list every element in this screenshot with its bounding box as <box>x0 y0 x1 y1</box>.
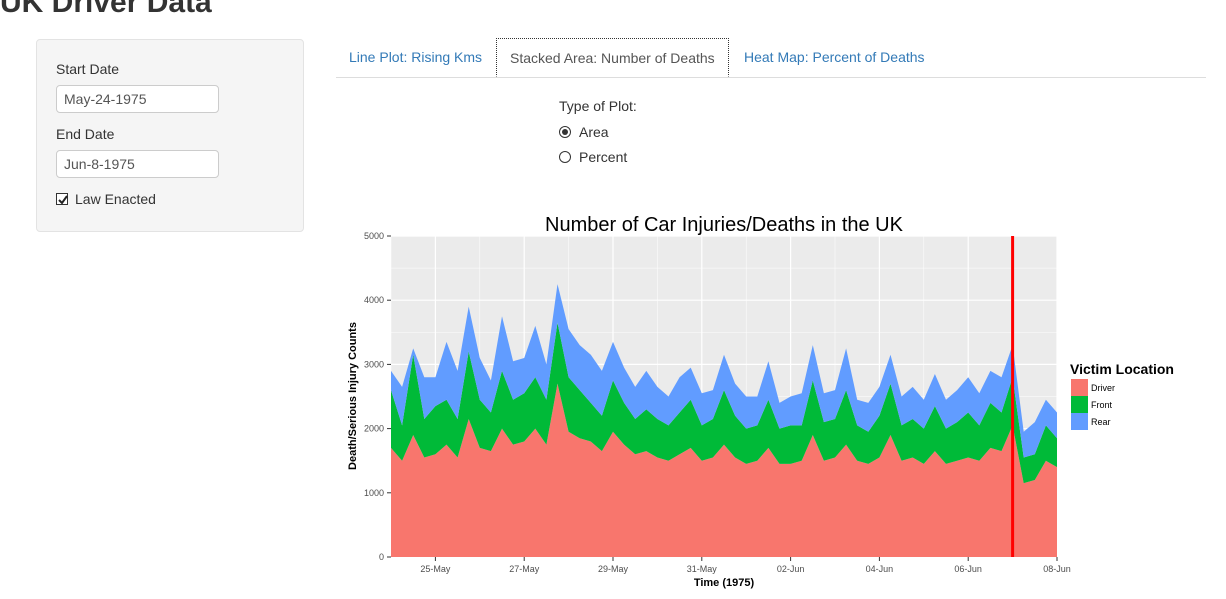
radio-percent-circle[interactable] <box>559 151 571 163</box>
legend-title: Victim Location <box>1070 361 1174 377</box>
area-rear <box>391 284 1057 458</box>
y-tick-label: 4000 <box>364 295 384 305</box>
x-tick-label: 04-Jun <box>866 564 894 574</box>
stacked-area-chart: Number of Car Injuries/Deaths in the UK … <box>336 208 1206 594</box>
app-title: UK Driver Data <box>0 0 212 19</box>
tab-bar: Line Plot: Rising Kms Stacked Area: Numb… <box>336 38 1206 78</box>
y-axis-label: Death/Serious Injury Counts <box>347 322 359 470</box>
radio-area-circle[interactable] <box>559 126 571 138</box>
y-tick-label: 5000 <box>364 231 384 241</box>
y-tick-label: 3000 <box>364 359 384 369</box>
radio-selected-dot <box>562 129 568 135</box>
chart-title: Number of Car Injuries/Deaths in the UK <box>545 214 904 236</box>
tab-line-plot[interactable]: Line Plot: Rising Kms <box>349 49 483 65</box>
radio-area-label: Area <box>579 124 609 140</box>
plot-type-label: Type of Plot: <box>559 98 637 114</box>
legend-swatch-rear <box>1071 413 1088 430</box>
tab-heat-map[interactable]: Heat Map: Percent of Deaths <box>744 49 925 65</box>
x-tick-label: 29-May <box>598 564 629 574</box>
area-front <box>391 322 1057 484</box>
chart-svg: Number of Car Injuries/Deaths in the UK … <box>347 214 1174 589</box>
legend-swatch-front <box>1071 396 1088 413</box>
x-axis: 25-May 27-May 29-May 31-May 02-Jun 04-Jun 06-J… <box>420 557 1071 574</box>
legend-swatch-driver <box>1071 379 1088 396</box>
radio-percent-label: Percent <box>579 149 628 165</box>
legend-label-driver: Driver <box>1091 383 1115 393</box>
x-axis-label: Time (1975) <box>694 577 755 589</box>
radio-area[interactable]: Area <box>559 124 609 140</box>
y-tick-label: 1000 <box>364 488 384 498</box>
legend-label-front: Front <box>1091 400 1113 410</box>
checkmark-icon <box>58 195 68 205</box>
x-tick-label: 08-Jun <box>1043 564 1071 574</box>
end-date-input[interactable]: Jun-8-1975 <box>56 150 219 178</box>
y-tick-label: 2000 <box>364 424 384 434</box>
law-enacted-row[interactable]: Law Enacted <box>56 191 156 207</box>
x-tick-label: 27-May <box>509 564 540 574</box>
start-date-label: Start Date <box>56 61 120 77</box>
law-enacted-checkbox[interactable] <box>56 193 68 205</box>
law-enacted-label: Law Enacted <box>75 191 156 207</box>
legend: Victim Location Driver Front Rear <box>1070 361 1174 430</box>
legend-label-rear: Rear <box>1091 417 1111 427</box>
x-tick-label: 25-May <box>420 564 451 574</box>
sidebar-panel: Start Date May-24-1975 End Date Jun-8-19… <box>36 39 304 232</box>
y-tick-label: 0 <box>379 552 384 562</box>
area-driver <box>391 383 1057 557</box>
radio-percent[interactable]: Percent <box>559 149 627 165</box>
end-date-label: End Date <box>56 126 115 142</box>
y-axis: 0 1000 2000 3000 4000 5000 <box>364 231 391 562</box>
start-date-input[interactable]: May-24-1975 <box>56 85 219 113</box>
area-layers <box>391 284 1057 557</box>
x-tick-label: 02-Jun <box>777 564 805 574</box>
x-tick-label: 06-Jun <box>954 564 982 574</box>
tab-stacked-area[interactable]: Stacked Area: Number of Deaths <box>496 38 729 77</box>
x-tick-label: 31-May <box>687 564 718 574</box>
